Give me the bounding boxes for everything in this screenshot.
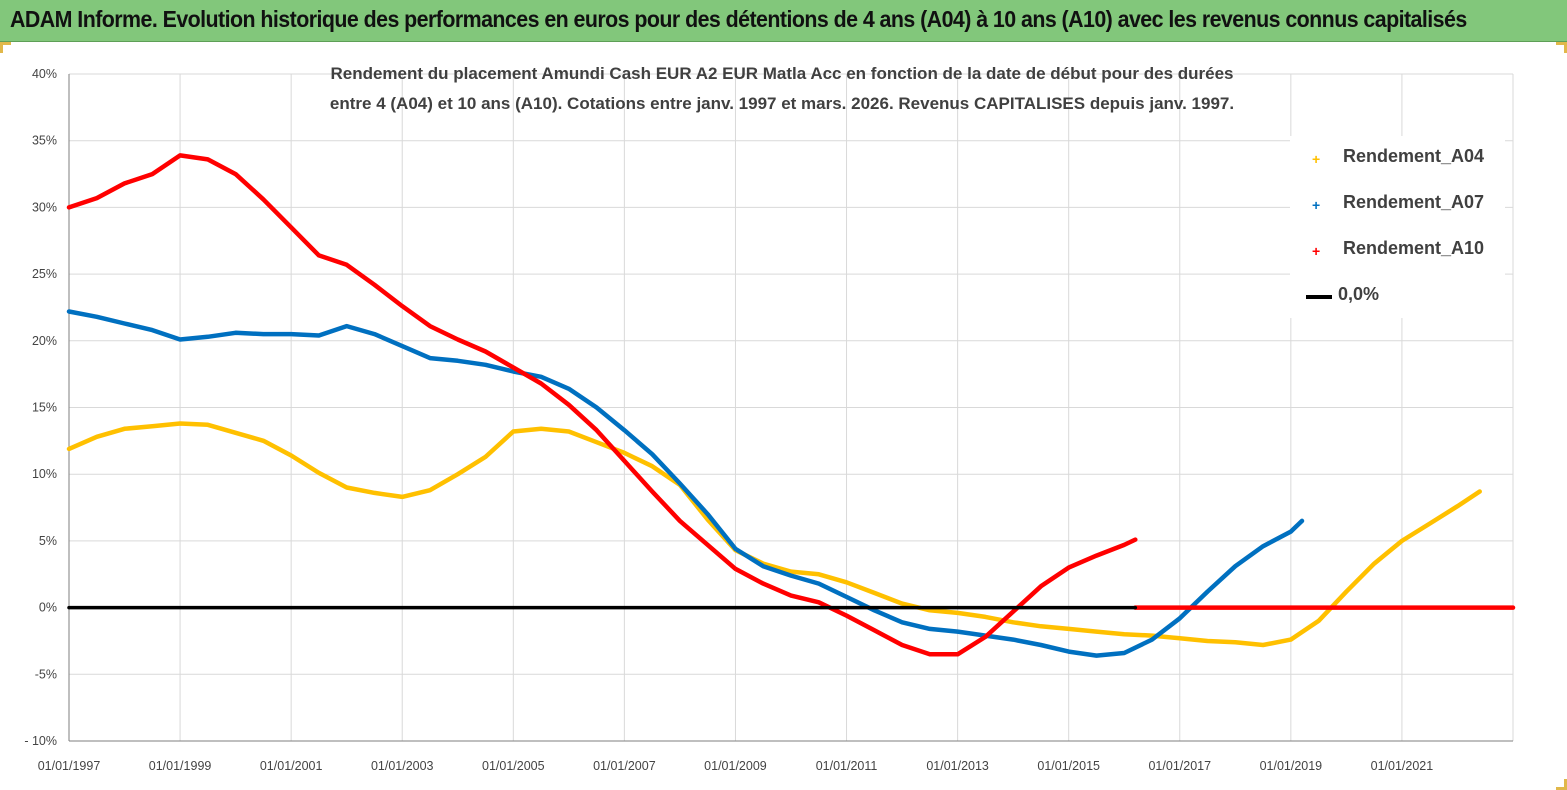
y-tick-label: 25%	[32, 267, 57, 281]
legend-line-zero	[1306, 295, 1332, 299]
legend-item-a07: + Rendement_A07	[1290, 192, 1505, 222]
chart-title-line-1: Rendement du placement Amundi Cash EUR A…	[330, 64, 1234, 83]
x-tick-label: 01/01/2013	[926, 759, 989, 773]
chart-legend: + Rendement_A04 + Rendement_A07 + Rendem…	[1290, 136, 1505, 318]
report-banner: ADAM Informe. Evolution historique des p…	[0, 0, 1567, 42]
x-tick-label: 01/01/1999	[149, 759, 212, 773]
legend-item-zero: 0,0%	[1290, 284, 1505, 314]
y-tick-label: 30%	[32, 200, 57, 214]
x-tick-label: 01/01/2017	[1148, 759, 1211, 773]
x-tick-label: 01/01/2015	[1037, 759, 1100, 773]
frame-corner-top-right	[1556, 42, 1567, 53]
x-tick-label: 01/01/2001	[260, 759, 323, 773]
x-tick-label: 01/01/2009	[704, 759, 767, 773]
a04-series-line	[66, 421, 1482, 648]
y-tick-label: 5%	[39, 534, 57, 548]
legend-label-a04: Rendement_A04	[1343, 146, 1485, 166]
y-tick-label: 10%	[32, 467, 57, 481]
y-tick-label: 0%	[39, 601, 57, 615]
x-tick-label: 01/01/1997	[38, 759, 101, 773]
legend-marker-a07: +	[1312, 197, 1321, 213]
legend-item-a10: + Rendement_A10	[1290, 238, 1505, 268]
report-title: ADAM Informe. Evolution historique des p…	[10, 6, 1467, 32]
y-tick-label: -5%	[35, 667, 57, 681]
x-tick-label: 01/01/2019	[1260, 759, 1323, 773]
chart-series	[66, 153, 1516, 658]
y-tick-label: - 10%	[24, 734, 57, 748]
chart-title-line-2: entre 4 (A04) et 10 ans (A10). Cotations…	[329, 94, 1235, 113]
legend-label-zero: 0,0%	[1338, 284, 1380, 304]
x-tick-label: 01/01/2003	[371, 759, 434, 773]
frame-corner-top-left	[0, 42, 11, 53]
y-tick-label: 40%	[32, 67, 57, 81]
x-tick-label: 01/01/2011	[816, 759, 878, 773]
y-tick-label: 20%	[32, 334, 57, 348]
legend-marker-a10: +	[1312, 243, 1321, 259]
legend-item-a04: + Rendement_A04	[1290, 146, 1505, 176]
a10-series-line	[66, 153, 1138, 657]
legend-label-a10: Rendement_A10	[1343, 238, 1485, 258]
legend-label-a07: Rendement_A07	[1343, 192, 1485, 212]
x-tick-label: 01/01/2021	[1371, 759, 1434, 773]
chart-axes: - 10% -5% 0% 5% 10% 15% 20% 25% 30% 35% 40% 01/01/1…	[24, 67, 1513, 773]
x-tick-label: 01/01/2005	[482, 759, 545, 773]
x-tick-label: 01/01/2007	[593, 759, 656, 773]
frame-corner-bottom-right	[1556, 779, 1567, 790]
y-tick-label: 35%	[32, 134, 57, 148]
a07-series-line	[66, 309, 1305, 658]
y-tick-label: 15%	[32, 401, 57, 415]
legend-marker-a04: +	[1312, 151, 1321, 167]
